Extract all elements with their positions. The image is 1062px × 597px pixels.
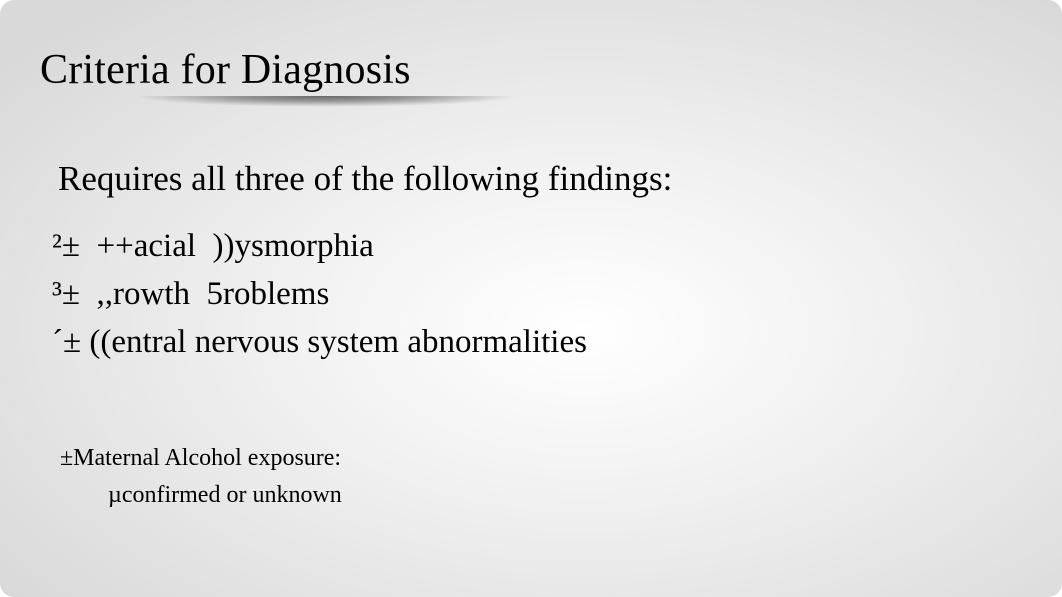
title-block: Criteria for Diagnosis xyxy=(40,46,411,94)
criteria-list: ²± ++acial ))ysmorphia ³± ,,rowth 5roble… xyxy=(52,222,587,367)
footer-line-1: ±Maternal Alcohol exposure: xyxy=(60,440,342,477)
slide: Criteria for Diagnosis Requires all thre… xyxy=(0,0,1062,597)
slide-title: Criteria for Diagnosis xyxy=(40,46,411,94)
footer-block: ±Maternal Alcohol exposure: µconfirmed o… xyxy=(60,440,342,514)
list-item: ´± ((entral nervous system abnormalities xyxy=(52,318,587,366)
list-item: ²± ++acial ))ysmorphia xyxy=(52,222,587,270)
title-shadow xyxy=(70,96,580,112)
lead-text: Requires all three of the following find… xyxy=(58,159,672,199)
footer-line-2: µconfirmed or unknown xyxy=(108,477,342,514)
list-item: ³± ,,rowth 5roblems xyxy=(52,270,587,318)
